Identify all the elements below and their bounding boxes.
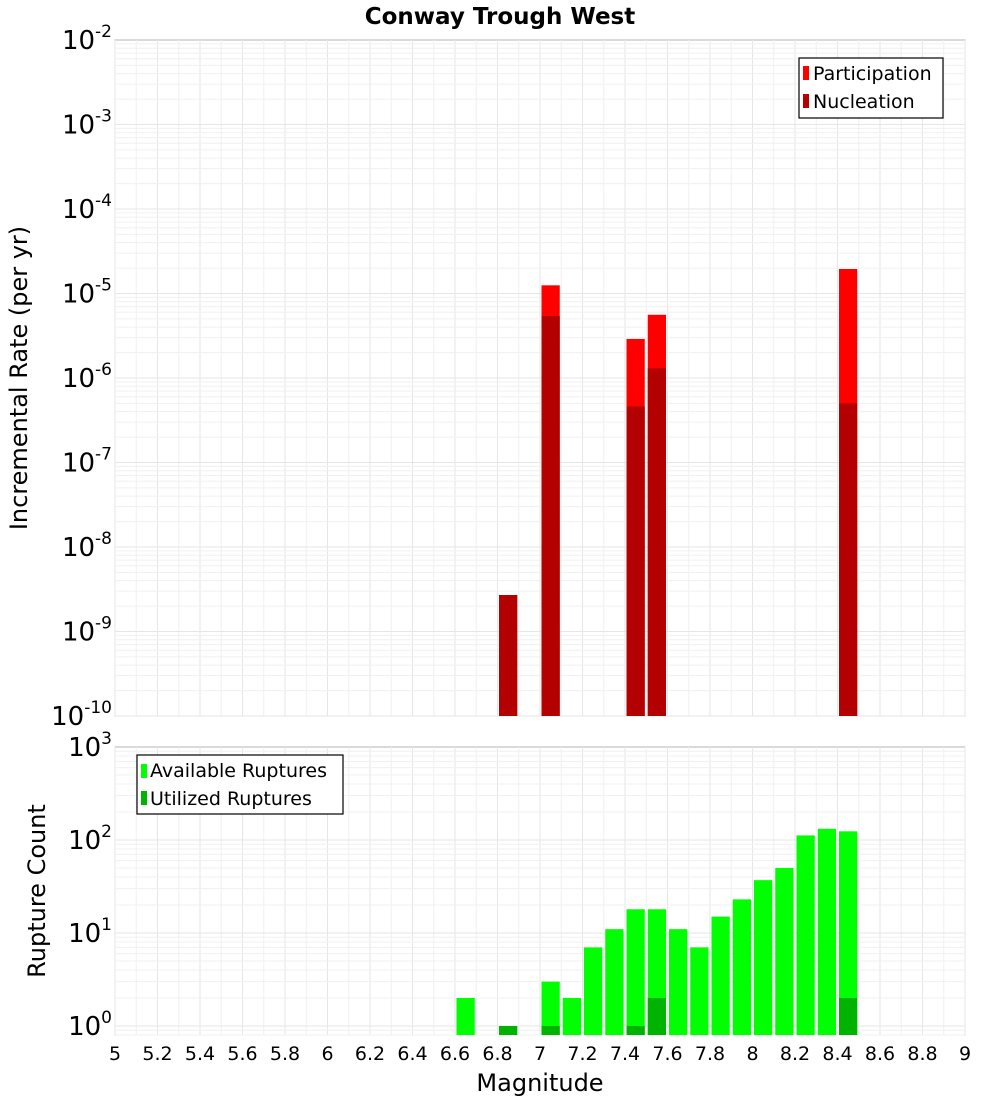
nucleation-bar — [647, 368, 666, 716]
x-tick-label: 8.4 — [822, 1043, 852, 1065]
x-tick-label: 7.8 — [695, 1043, 725, 1065]
rate-y-ticks: 10-10 10-9 10-8 10-7 10-6 10-5 10-4 10-3 10-2 — [51, 22, 112, 732]
x-tick-label: 7 — [534, 1043, 546, 1065]
x-tick-label: 9 — [959, 1043, 971, 1065]
available-legend-swatch — [141, 764, 147, 778]
available-ruptures-bar — [839, 831, 858, 1035]
x-tick-label: 7.6 — [652, 1043, 682, 1065]
rate-panel: 10-10 10-9 10-8 10-7 10-6 10-5 10-4 10-3 10-2 In… — [5, 22, 966, 732]
utilized-ruptures-bar — [499, 1025, 518, 1035]
x-tick-label: 7.2 — [567, 1043, 597, 1065]
available-ruptures-bar — [711, 916, 730, 1035]
rate-legend-box — [798, 57, 944, 119]
available-ruptures-bar — [775, 867, 794, 1035]
x-tick-label: 7.4 — [610, 1043, 640, 1065]
available-ruptures-bar — [754, 880, 773, 1035]
chart-title: Conway Trough West — [365, 4, 635, 30]
available-ruptures-bar — [669, 929, 688, 1035]
nucleation-bar — [626, 406, 645, 716]
nucleation-legend-swatch — [803, 94, 809, 108]
available-ruptures-bar — [626, 909, 645, 1035]
rate-y-tick-label: 10-7 — [62, 445, 112, 479]
rate-y-tick-label: 10-4 — [62, 191, 112, 225]
count-legend-box — [136, 754, 344, 815]
available-legend-label: Available Ruptures — [150, 760, 327, 782]
x-tick-label: 6 — [321, 1043, 333, 1065]
rate-y-tick-label: 10-6 — [62, 360, 112, 394]
count-panel: 100 101 102 103 Rupture Count Available Rup… — [23, 729, 966, 1042]
rate-legend: Participation Nucleation — [798, 57, 944, 119]
count-legend: Available Ruptures Utilized Ruptures — [136, 754, 344, 815]
x-tick-label: 8 — [746, 1043, 758, 1065]
nucleation-bar — [541, 316, 560, 716]
available-ruptures-bar — [817, 828, 836, 1035]
available-ruptures-bar — [796, 835, 815, 1035]
nucleation-bar — [499, 595, 518, 716]
rate-y-tick-label: 10-2 — [62, 22, 112, 56]
count-y-tick-label: 101 — [68, 915, 112, 949]
utilized-ruptures-bar — [839, 997, 858, 1035]
rate-y-tick-label: 10-3 — [62, 107, 112, 141]
x-tick-label: 8.2 — [780, 1043, 810, 1065]
x-tick-label: 5.4 — [185, 1043, 215, 1065]
count-y-tick-label: 100 — [68, 1008, 112, 1042]
x-tick-label: 8.8 — [907, 1043, 937, 1065]
rate-y-tick-label: 10-9 — [62, 614, 112, 648]
x-tick-label: 6.6 — [440, 1043, 470, 1065]
rate-grid — [114, 40, 966, 717]
x-tick-label: 5.6 — [227, 1043, 257, 1065]
utilized-legend-swatch — [141, 791, 147, 805]
count-bars — [456, 828, 858, 1035]
x-tick-label: 6.2 — [355, 1043, 385, 1065]
utilized-legend-label: Utilized Ruptures — [150, 788, 312, 810]
count-y-axis-label: Rupture Count — [23, 804, 51, 978]
available-ruptures-bar — [605, 929, 624, 1035]
x-tick-label: 5 — [109, 1043, 121, 1065]
nucleation-bar — [839, 403, 858, 716]
participation-legend-label: Participation — [813, 63, 932, 85]
rate-y-tick-label: 10-8 — [62, 529, 112, 563]
x-tick-label: 6.4 — [397, 1043, 427, 1065]
rate-bars — [499, 268, 858, 716]
x-tick-label: 8.6 — [865, 1043, 895, 1065]
utilized-ruptures-bar — [647, 997, 666, 1035]
x-tick-label: 5.2 — [142, 1043, 172, 1065]
rate-y-axis-label: Incremental Rate (per yr) — [5, 226, 33, 530]
nucleation-legend-label: Nucleation — [813, 91, 915, 113]
utilized-ruptures-bar — [626, 1025, 645, 1035]
participation-legend-swatch — [803, 66, 809, 80]
x-tick-label: 6.8 — [482, 1043, 512, 1065]
x-tick-label: 5.8 — [270, 1043, 300, 1065]
utilized-ruptures-bar — [541, 1025, 560, 1035]
available-ruptures-bar — [584, 947, 603, 1035]
rate-y-tick-label: 10-10 — [51, 698, 112, 732]
count-y-ticks: 100 101 102 103 — [68, 729, 112, 1042]
available-ruptures-bar — [456, 997, 475, 1035]
available-ruptures-bar — [541, 981, 560, 1035]
x-axis-ticks: 5 5.2 5.4 5.6 5.8 6 6.2 6.4 6.6 6.8 7 7.2 7.4 7.6 7.8 8… — [109, 1043, 971, 1065]
count-y-tick-label: 103 — [68, 729, 112, 763]
available-ruptures-bar — [562, 997, 581, 1035]
available-ruptures-bar — [732, 899, 751, 1035]
rate-y-tick-label: 10-5 — [62, 276, 112, 310]
available-ruptures-bar — [690, 947, 709, 1035]
count-y-tick-label: 102 — [68, 822, 112, 856]
x-axis-label: Magnitude — [476, 1069, 603, 1097]
